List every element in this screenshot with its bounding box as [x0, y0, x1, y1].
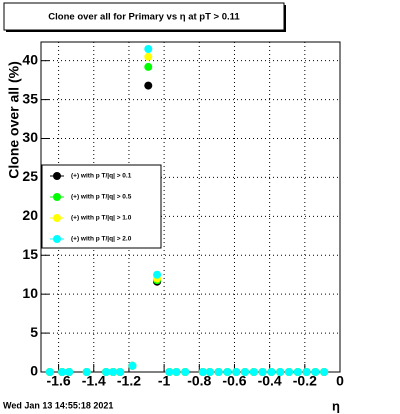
legend-marker: [53, 193, 61, 201]
x-tick-label: -1.2: [117, 373, 141, 389]
marker: [232, 368, 241, 376]
timestamp: Wed Jan 13 14:55:18 2021: [3, 400, 113, 410]
legend-marker: [53, 172, 61, 180]
marker: [198, 368, 207, 376]
marker: [102, 368, 111, 376]
marker: [116, 368, 125, 376]
x-tick-label: -0.2: [293, 373, 317, 389]
x-tick-label: 0: [336, 373, 344, 389]
marker: [284, 368, 293, 376]
marker: [181, 368, 190, 376]
marker: [241, 368, 250, 376]
chart-title: Clone over all for Primary vs η at pT > …: [48, 12, 240, 23]
legend-marker: [53, 235, 61, 243]
legend-label: (+) with p T/|q| > 1.0: [71, 215, 132, 222]
marker: [302, 368, 311, 376]
marker: [128, 361, 137, 370]
y-tick-label: 0: [30, 363, 38, 379]
marker: [82, 368, 91, 376]
x-tick-label: -1.4: [82, 373, 106, 389]
x-tick-label: -0.8: [187, 373, 211, 389]
legend-box: [41, 164, 162, 249]
marker: [109, 368, 118, 376]
title-box: [3, 2, 285, 31]
x-tick-label: -1.6: [47, 373, 71, 389]
marker: [205, 368, 214, 376]
marker: [172, 368, 181, 376]
legend-marker: [53, 214, 61, 222]
legend-label: (+) with p T/|q| > 0.1: [71, 173, 132, 180]
marker: [258, 368, 267, 376]
marker: [165, 368, 174, 376]
marker: [214, 368, 223, 376]
y-tick-label: 15: [22, 246, 38, 262]
marker: [144, 52, 153, 61]
marker: [276, 368, 285, 376]
marker: [144, 81, 153, 90]
x-tick-label: -0.4: [258, 373, 282, 389]
legend-label: (+) with p T/|q| > 0.5: [71, 194, 132, 201]
marker: [293, 368, 302, 376]
x-axis-label: η: [332, 398, 340, 413]
marker: [144, 62, 153, 71]
y-tick-label: 5: [30, 324, 38, 340]
marker: [58, 368, 67, 376]
y-tick-label: 10: [22, 285, 38, 301]
marker: [65, 368, 74, 376]
marker: [311, 368, 320, 376]
y-tick-label: 30: [22, 129, 38, 145]
y-tick-label: 40: [22, 51, 38, 67]
marker: [249, 368, 258, 376]
marker: [153, 270, 162, 279]
y-tick-label: 20: [22, 207, 38, 223]
legend-label: (+) with p T/|q| > 2.0: [71, 236, 132, 243]
x-tick-label: -1: [158, 373, 171, 389]
y-axis-label: Clone over all (%): [6, 61, 22, 178]
marker: [144, 45, 153, 54]
marker: [223, 368, 232, 376]
y-tick-label: 25: [22, 168, 38, 184]
x-tick-label: -0.6: [222, 373, 246, 389]
marker: [320, 368, 329, 376]
marker: [267, 368, 276, 376]
marker: [45, 368, 54, 376]
y-tick-label: 35: [22, 90, 38, 106]
